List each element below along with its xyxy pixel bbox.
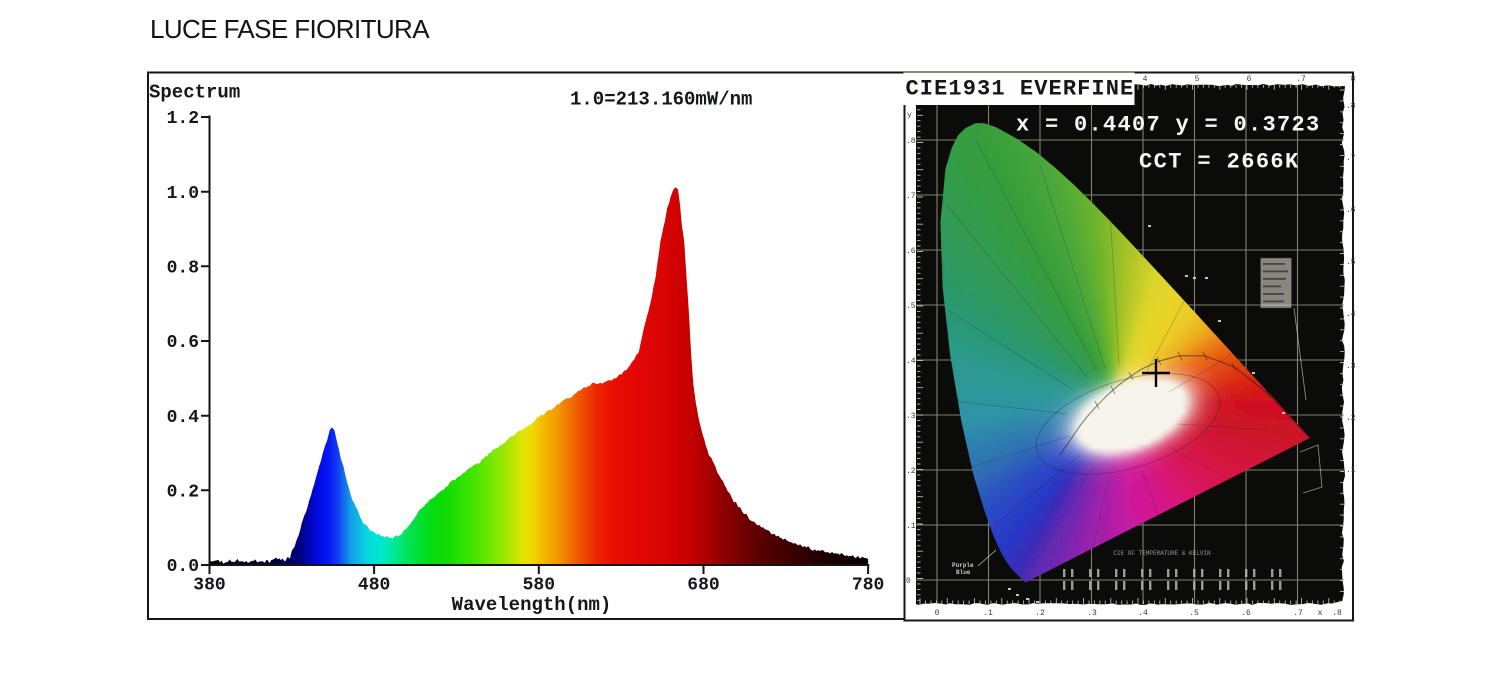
svg-text:0: 0 — [906, 577, 911, 586]
svg-text:.4: .4 — [1346, 310, 1356, 319]
svg-text:.5: .5 — [1346, 258, 1356, 267]
svg-text:0.0: 0.0 — [167, 557, 199, 577]
svg-text:CCT = 2666K: CCT = 2666K — [1139, 150, 1300, 175]
svg-text:0: 0 — [935, 609, 940, 618]
svg-text:.4: .4 — [906, 357, 916, 366]
svg-text:CIE1931 EVERFINE: CIE1931 EVERFINE — [906, 77, 1135, 102]
svg-text:0.2: 0.2 — [167, 483, 199, 503]
svg-text:.6: .6 — [906, 247, 916, 256]
svg-text:380: 380 — [193, 576, 225, 596]
svg-text:y: y — [907, 111, 912, 120]
svg-text:8: 8 — [1351, 75, 1356, 84]
svg-text:Wavelength(nm): Wavelength(nm) — [452, 594, 612, 616]
svg-text:5: 5 — [1195, 75, 1200, 84]
svg-text:.2: .2 — [1035, 609, 1045, 618]
svg-text:480: 480 — [358, 576, 390, 596]
svg-text:.8: .8 — [906, 137, 916, 146]
svg-text:6: 6 — [1247, 75, 1252, 84]
svg-text:0.6: 0.6 — [167, 333, 199, 353]
svg-text:780: 780 — [852, 576, 884, 596]
svg-text:.6: .6 — [1346, 206, 1356, 215]
svg-text:x = 0.4407 y = 0.3723: x = 0.4407 y = 0.3723 — [1016, 113, 1321, 138]
svg-text:CIE OF TEMPERATURE & KELVIN: CIE OF TEMPERATURE & KELVIN — [1113, 550, 1211, 557]
svg-text:4: 4 — [1143, 75, 1148, 84]
svg-text:.5: .5 — [906, 302, 916, 311]
svg-text:.1: .1 — [906, 522, 916, 531]
svg-text:0.4: 0.4 — [167, 408, 200, 428]
svg-text:.2: .2 — [1346, 414, 1356, 423]
svg-text:.5: .5 — [1189, 609, 1199, 618]
svg-text:.3: .3 — [1087, 609, 1097, 618]
svg-text:x: x — [1318, 609, 1323, 618]
svg-text:.3: .3 — [1346, 362, 1356, 371]
svg-text:.7: .7 — [1296, 75, 1306, 84]
svg-text:Purple: Purple — [952, 562, 974, 569]
svg-text:1.0=213.160mW/nm: 1.0=213.160mW/nm — [570, 89, 752, 111]
svg-text:.7: .7 — [1293, 609, 1303, 618]
svg-text:.3: .3 — [906, 412, 916, 421]
svg-text:Spectrum: Spectrum — [149, 82, 240, 104]
svg-text:.8: .8 — [1346, 102, 1356, 111]
svg-text:1.2: 1.2 — [167, 109, 199, 129]
svg-text:.1: .1 — [1346, 466, 1356, 475]
svg-text:0.8: 0.8 — [167, 259, 199, 279]
svg-text:.7: .7 — [906, 192, 916, 201]
svg-text:.1: .1 — [983, 609, 993, 618]
svg-text:.8: .8 — [1332, 609, 1342, 618]
svg-text:.2: .2 — [906, 467, 916, 476]
svg-text:.7: .7 — [1346, 154, 1356, 163]
svg-text:680: 680 — [687, 576, 719, 596]
svg-text:1.0: 1.0 — [167, 184, 199, 204]
svg-text:.6: .6 — [1241, 609, 1251, 618]
svg-text:Blue: Blue — [956, 569, 971, 576]
svg-text:580: 580 — [523, 576, 555, 596]
svg-text:.4: .4 — [1138, 609, 1148, 618]
